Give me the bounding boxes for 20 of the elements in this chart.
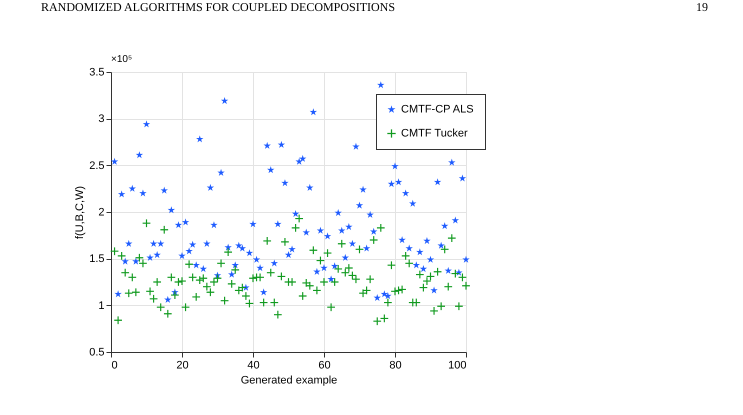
x-tick-label: 0	[112, 360, 118, 372]
y-tick-label: 1	[98, 300, 104, 312]
legend-label: CMTF Tucker	[401, 128, 468, 140]
y-axis-title: f(U,B,C,W)	[74, 186, 86, 240]
x-tick-label: 40	[247, 360, 260, 372]
chart-title: RANDOMIZED ALGORITHMS FOR COUPLED DECOMPOSITIONS	[41, 0, 396, 14]
x-tick-label: 80	[389, 360, 402, 372]
x-axis-title: Generated example	[240, 374, 338, 386]
x-tick-label: 60	[318, 360, 331, 372]
y-tick-label: 3	[98, 113, 104, 126]
legend-label: CMTF-CP ALS	[401, 104, 474, 116]
y-tick-label: 2.5	[89, 160, 104, 172]
y-tick-label: 2	[98, 206, 104, 218]
x-tick-label: 20	[176, 360, 189, 372]
x-tick-label: 100	[448, 360, 466, 372]
y-tick-label: 3.5	[89, 66, 104, 78]
text: ×10⁵	[111, 54, 132, 65]
text: 19	[696, 0, 708, 14]
y-tick-label: 0.5	[89, 346, 104, 358]
y-tick-label: 1.5	[89, 253, 104, 266]
